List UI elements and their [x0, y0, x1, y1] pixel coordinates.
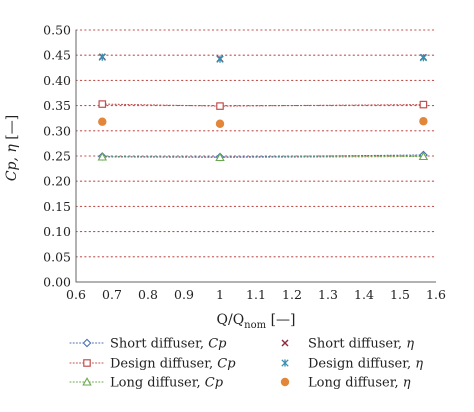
x-tick-label: 0.6 [66, 287, 86, 302]
legend-label: Long diffuser, η [308, 376, 411, 391]
tick-labels: 0.00 0.05 0.10 0.15 0.20 0.25 0.30 0.35 0.40 0.45… [43, 23, 446, 303]
data-point [98, 53, 106, 61]
y-tick-label: 0.00 [43, 275, 71, 290]
legend-marker [83, 359, 91, 367]
x-tick-label: 0.8 [138, 287, 158, 302]
legend-item: Long diffuser, η [280, 376, 411, 391]
legend: Short diffuser, Cp Design diffuser, Cp Lon… [69, 337, 423, 391]
y-tick-label: 0.20 [43, 174, 71, 189]
legend-label: Short diffuser, Cp [110, 337, 227, 352]
x-tick-label: 1.4 [354, 287, 374, 302]
data-point [215, 152, 225, 162]
data-point [216, 102, 224, 110]
y-tick-label: 0.45 [43, 48, 71, 63]
legend-label: Design diffuser, Cp [110, 357, 236, 372]
legend-marker [82, 338, 92, 348]
legend-marker [281, 339, 289, 347]
x-tick-label: 0.7 [102, 287, 122, 302]
legend-marker [280, 377, 290, 387]
legend-label: Short diffuser, η [308, 337, 414, 352]
y-tick-label: 0.05 [43, 249, 71, 264]
series-1 [98, 53, 427, 63]
legend-marker [82, 377, 92, 386]
data-point [216, 55, 224, 63]
x-tick-label: 1.6 [426, 287, 446, 302]
x-tick-label: 1.1 [246, 287, 266, 302]
x-tick-label: 1.3 [318, 287, 338, 302]
legend-item: Short diffuser, Cp [69, 337, 227, 352]
y-tick-label: 0.25 [43, 149, 71, 164]
x-tick-label: 1.2 [282, 287, 302, 302]
axes [75, 30, 436, 283]
y-tick-label: 0.50 [43, 23, 71, 38]
legend-item: Design diffuser, η [281, 357, 423, 372]
grid [75, 29, 437, 283]
x-tick-label: 1.5 [390, 287, 410, 302]
x-tick-label: 1 [216, 287, 224, 302]
data-point [98, 100, 107, 108]
y-tick-label: 0.40 [43, 73, 71, 88]
y-tick-label: 0.30 [43, 123, 71, 138]
series-trendline [101, 155, 424, 159]
legend-item: Short diffuser, η [281, 337, 414, 352]
legend-item: Long diffuser, Cp [69, 376, 224, 391]
data-point [97, 152, 108, 161]
y-tick-label: 0.10 [43, 224, 71, 239]
data-point [215, 119, 225, 128]
legend-item: Design diffuser, Cp [69, 357, 236, 372]
data-point [419, 54, 428, 62]
series-3 [98, 53, 428, 63]
x-tick-label: 0.9 [174, 287, 194, 302]
y-tick-label: 0.35 [43, 98, 71, 113]
legend-marker [281, 359, 289, 367]
y-axis-title: Cp, η [—] [4, 115, 20, 181]
legend-label: Long diffuser, Cp [110, 376, 224, 391]
y-tick-label: 0.15 [43, 199, 71, 214]
data-point [98, 117, 107, 126]
series-5 [98, 117, 428, 128]
data-point [418, 151, 429, 161]
series-2 [98, 100, 428, 110]
series-trendline [101, 103, 424, 107]
x-axis-title: Q/Qnom [—] [217, 312, 296, 331]
legend-label: Design diffuser, η [308, 357, 423, 372]
data-series [97, 53, 429, 162]
data-point [419, 117, 428, 126]
data-point [419, 100, 428, 109]
series-4 [97, 151, 429, 162]
